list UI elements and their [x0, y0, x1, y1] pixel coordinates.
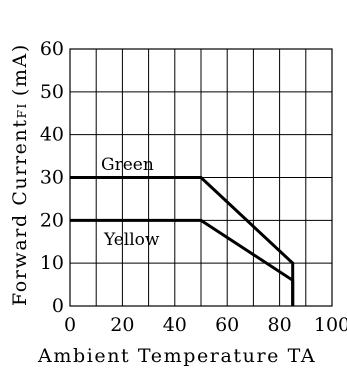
y-tick-label-50: 50 [40, 81, 64, 103]
x-axis-title: Ambient Temperature TA [37, 345, 316, 367]
series-line-yellow [70, 218, 295, 306]
series-labels: Green Yellow [101, 155, 160, 250]
curves [70, 176, 295, 306]
x-tick-label-60: 60 [215, 314, 239, 336]
series-label-yellow: Yellow [103, 230, 160, 250]
y-axis-title-units: (mA) [9, 43, 31, 96]
x-tick-label-100: 100 [314, 314, 347, 336]
y-axis-title-sub: FI [15, 102, 29, 118]
y-tick-label-30: 30 [40, 167, 64, 189]
series-label-green: Green [101, 155, 154, 175]
x-tick-labels: 0 20 40 60 80 100 [64, 314, 347, 336]
y-tick-label-40: 40 [40, 124, 64, 146]
y-tick-label-60: 60 [40, 38, 64, 60]
x-tick-label-80: 80 [268, 314, 292, 336]
y-tick-label-0: 0 [52, 295, 64, 317]
x-tick-label-20: 20 [110, 314, 134, 336]
y-tick-labels: 0 10 20 30 40 50 60 [40, 38, 64, 317]
y-tick-label-20: 20 [40, 209, 64, 231]
x-tick-label-0: 0 [64, 314, 76, 336]
y-axis-title: Forward CurrentFI (mA) [9, 43, 31, 306]
x-tick-label-40: 40 [163, 314, 187, 336]
y-tick-label-10: 10 [40, 252, 64, 274]
y-axis-title-main: Forward Current [9, 118, 31, 306]
